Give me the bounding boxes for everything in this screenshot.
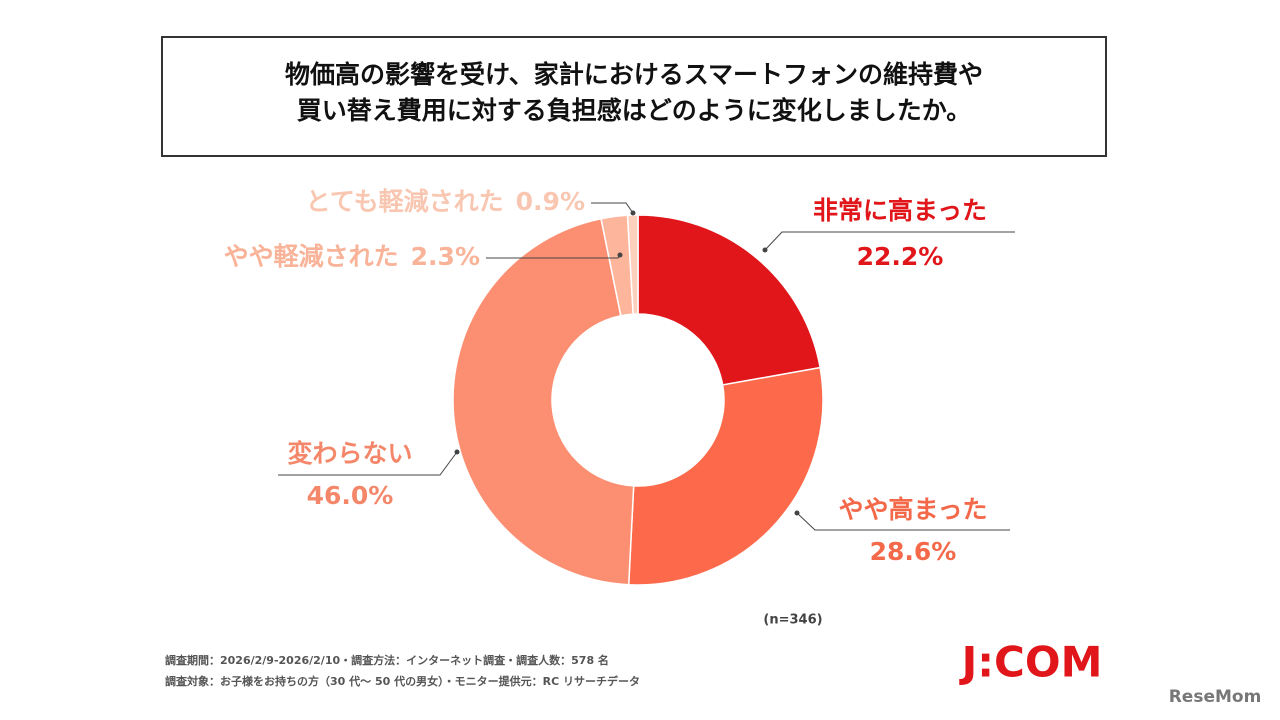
donut-slice [627,366,824,586]
leader-dot [630,210,636,216]
leader-line [796,512,1010,531]
footnote: 調査期間：2026/2/9-2026/2/10・調査方法：インターネット調査・調… [165,653,609,667]
value-label: 28.6% [870,537,957,566]
value-label: 46.0% [307,481,394,510]
footnote: 調査対象：お子様をお持ちの方（30 代～ 50 代の男女）・モニター提供元：RC… [165,674,640,688]
donut-slice [637,214,822,386]
leader-dot [454,449,460,455]
category-label: 変わらない [287,439,412,468]
slice-label: やや軽減された 2.3% [224,242,480,271]
leader-line [591,202,634,214]
category-label: 非常に高まった [813,196,987,225]
chart-title: 物価高の影響を受け、家計におけるスマートフォンの維持費や [285,60,983,89]
value-label: 2.3% [411,242,480,271]
leader-line [764,231,1015,251]
category-label: やや高まった [838,495,987,524]
leader-line [278,451,458,476]
source-logo: ReseMom [1169,687,1262,707]
sample-note: (n=346) [763,613,822,628]
leader-dot [762,247,768,253]
leader-dot [794,510,800,516]
title-box [161,36,1107,157]
slice-label: とても軽減された 0.9% [306,187,585,216]
leader-dot [617,252,623,258]
value-label: 0.9% [516,187,585,216]
chart-title: 買い替え費用に対する負担感はどのように変化しましたか。 [297,96,972,125]
category-label: やや軽減された [224,242,399,271]
value-label: 22.2% [857,242,944,271]
category-label: とても軽減された [306,187,504,216]
donut-slice [452,217,635,586]
brand-logo: J:COM [959,638,1103,687]
donut-slice [626,214,639,315]
